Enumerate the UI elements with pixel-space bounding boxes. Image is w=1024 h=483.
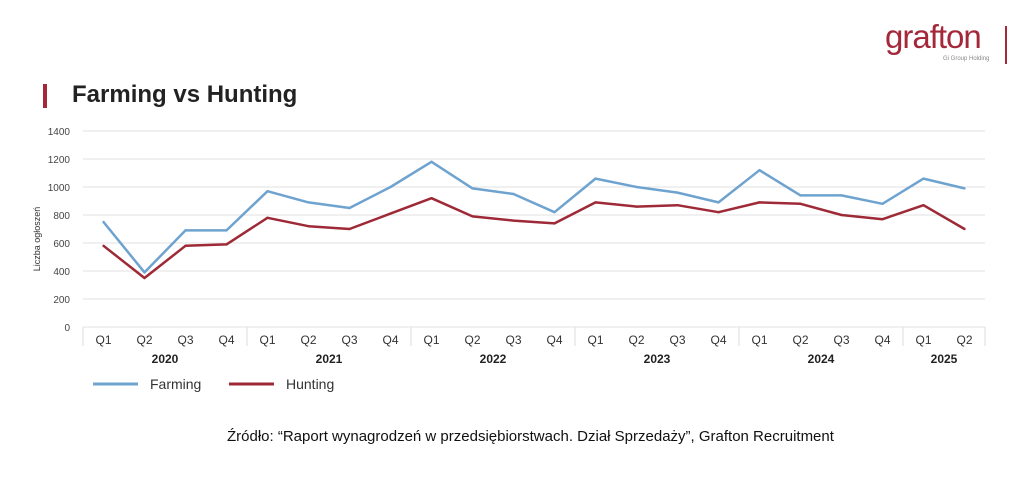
x-tick-label: Q1 bbox=[423, 333, 439, 347]
data-point-farming bbox=[430, 160, 433, 163]
series-line-farming bbox=[102, 160, 965, 274]
legend-label-hunting: Hunting bbox=[286, 376, 334, 392]
legend-label-farming: Farming bbox=[150, 376, 201, 392]
grafton-logo: grafton Gi Group Holding bbox=[885, 18, 1007, 64]
data-point-farming bbox=[471, 187, 474, 190]
y-tick-label: 400 bbox=[53, 267, 70, 278]
data-point-farming bbox=[881, 202, 884, 205]
data-point-hunting bbox=[717, 211, 720, 214]
data-point-hunting bbox=[512, 219, 515, 222]
x-tick-label: Q4 bbox=[874, 333, 890, 347]
data-point-farming bbox=[799, 194, 802, 197]
x-group-label: 2020 bbox=[152, 352, 179, 366]
data-point-hunting bbox=[840, 213, 843, 217]
data-point-farming bbox=[348, 206, 351, 210]
x-tick-label: Q4 bbox=[382, 333, 398, 347]
x-tick-label: Q2 bbox=[628, 333, 644, 347]
x-group-label: 2023 bbox=[644, 352, 671, 366]
logo-subtitle: Gi Group Holding bbox=[943, 56, 990, 62]
data-point-farming bbox=[758, 169, 761, 172]
data-point-farming bbox=[512, 192, 515, 196]
data-point-farming bbox=[266, 190, 269, 193]
data-point-hunting bbox=[881, 218, 884, 221]
data-point-hunting bbox=[184, 244, 187, 247]
logo-divider bbox=[1005, 26, 1007, 64]
x-tick-label: Q1 bbox=[751, 333, 767, 347]
data-point-farming bbox=[307, 201, 310, 204]
data-point-hunting bbox=[553, 222, 556, 225]
x-tick-label: Q1 bbox=[587, 333, 603, 347]
data-point-farming bbox=[184, 229, 187, 232]
x-tick-label: Q3 bbox=[669, 333, 685, 347]
x-tick-label: Q4 bbox=[218, 333, 234, 347]
data-point-hunting bbox=[225, 243, 228, 246]
x-group-label: 2024 bbox=[808, 352, 835, 366]
y-tick-label: 200 bbox=[53, 295, 70, 306]
data-point-hunting bbox=[307, 225, 310, 228]
x-group-label: 2025 bbox=[931, 352, 958, 366]
y-tick-label: 600 bbox=[53, 239, 70, 250]
y-tick-label: 1000 bbox=[48, 183, 71, 194]
data-point-hunting bbox=[799, 202, 802, 205]
data-point-farming bbox=[963, 187, 966, 190]
series-line-hunting bbox=[102, 196, 966, 280]
x-tick-label: Q1 bbox=[95, 333, 111, 347]
data-point-hunting bbox=[471, 215, 474, 218]
y-tick-label: 1400 bbox=[48, 127, 71, 138]
data-point-farming bbox=[717, 201, 720, 204]
data-point-farming bbox=[635, 185, 638, 189]
data-point-farming bbox=[553, 211, 556, 214]
x-tick-label: Q2 bbox=[300, 333, 316, 347]
data-point-hunting bbox=[102, 244, 105, 247]
x-tick-label: Q4 bbox=[546, 333, 562, 347]
x-tick-label: Q2 bbox=[792, 333, 808, 347]
x-tick-label: Q1 bbox=[915, 333, 931, 347]
x-tick-label: Q3 bbox=[177, 333, 193, 347]
data-point-farming bbox=[840, 194, 843, 197]
x-group-label: 2022 bbox=[480, 352, 507, 366]
x-group-label: 2021 bbox=[316, 352, 343, 366]
data-point-farming bbox=[676, 191, 679, 194]
x-tick-label: Q2 bbox=[464, 333, 480, 347]
data-point-hunting bbox=[389, 212, 392, 215]
logo-wordmark: grafton bbox=[885, 18, 982, 55]
data-point-farming bbox=[143, 271, 146, 274]
data-point-farming bbox=[389, 185, 392, 189]
title-accent-bar bbox=[43, 84, 47, 108]
data-point-hunting bbox=[266, 216, 269, 219]
y-tick-label: 0 bbox=[64, 323, 70, 334]
x-tick-label: Q1 bbox=[259, 333, 275, 347]
data-point-hunting bbox=[430, 197, 433, 200]
data-point-hunting bbox=[963, 227, 966, 231]
y-tick-label: 800 bbox=[53, 211, 70, 222]
data-point-hunting bbox=[922, 204, 925, 207]
x-tick-label: Q3 bbox=[505, 333, 521, 347]
y-tick-label: 1200 bbox=[48, 155, 71, 166]
data-point-farming bbox=[594, 177, 597, 180]
data-point-hunting bbox=[635, 205, 638, 208]
x-tick-label: Q4 bbox=[710, 333, 726, 347]
data-point-hunting bbox=[348, 227, 351, 231]
data-point-farming bbox=[922, 177, 925, 180]
chart-title: Farming vs Hunting bbox=[72, 81, 298, 108]
source-note: Źródło: “Raport wynagrodzeń w przedsiębi… bbox=[227, 428, 834, 445]
data-point-hunting bbox=[676, 204, 679, 207]
data-point-hunting bbox=[594, 201, 597, 204]
data-point-hunting bbox=[758, 201, 761, 204]
data-point-hunting bbox=[143, 276, 146, 280]
y-axis-label: Liczba ogłoszeń bbox=[32, 207, 42, 272]
x-tick-label: Q3 bbox=[341, 333, 357, 347]
data-point-farming bbox=[102, 220, 105, 224]
data-point-farming bbox=[225, 229, 228, 232]
x-tick-label: Q2 bbox=[136, 333, 152, 347]
x-tick-label: Q3 bbox=[833, 333, 849, 347]
x-tick-label: Q2 bbox=[956, 333, 972, 347]
